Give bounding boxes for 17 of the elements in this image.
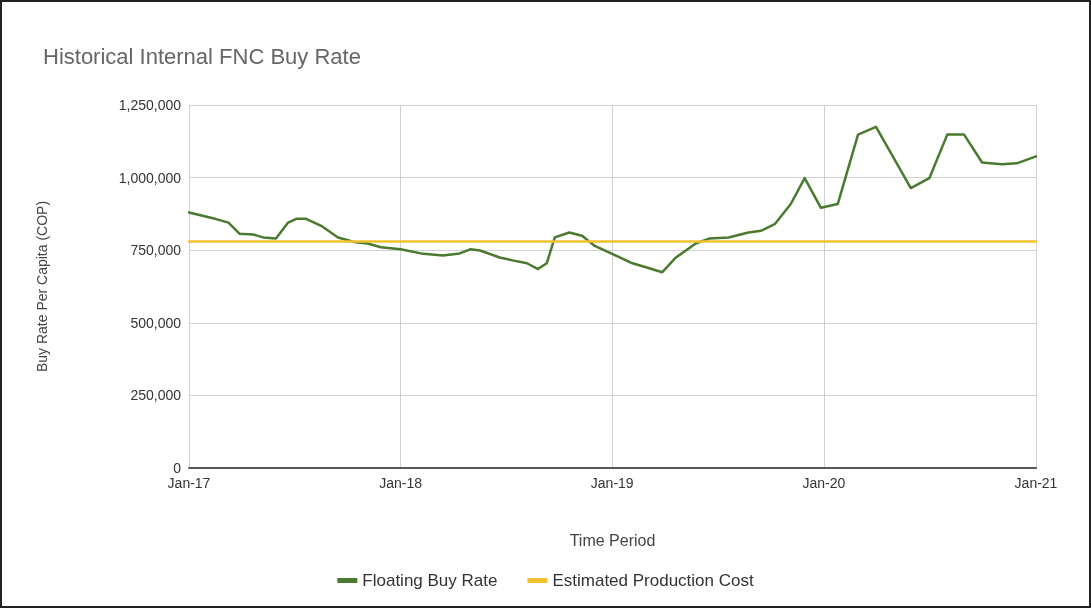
legend-label: Estimated Production Cost	[552, 571, 754, 590]
y-tick-label: 750,000	[130, 242, 182, 259]
x-tick-label: Jan-21	[1014, 475, 1058, 491]
x-axis-title: Time Period	[569, 531, 656, 549]
line-series	[187, 125, 1038, 274]
x-tick-label: Jan-20	[802, 475, 846, 491]
x-tick-label: Jan-19	[590, 475, 634, 491]
chart-title: Historical Internal FNC Buy Rate	[43, 43, 361, 69]
x-tick-label: Jan-18	[379, 475, 423, 491]
x-tick-label: Jan-17	[167, 475, 211, 491]
y-tick-label: 1,250,000	[118, 97, 182, 113]
y-tick-label: 250,000	[130, 387, 182, 404]
y-axis-title: Buy Rate Per Capita (COP)	[34, 200, 50, 373]
legend-label: Floating Buy Rate	[362, 571, 498, 590]
y-tick-label: 0	[173, 460, 182, 476]
y-tick-label: 1,000,000	[118, 169, 182, 186]
y-tick-label: 500,000	[130, 314, 182, 331]
